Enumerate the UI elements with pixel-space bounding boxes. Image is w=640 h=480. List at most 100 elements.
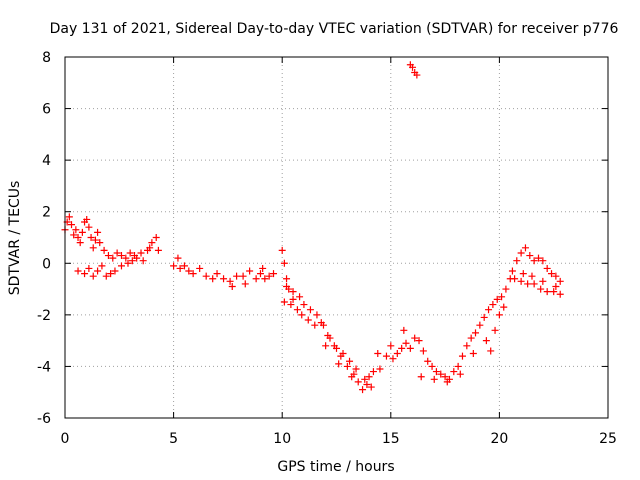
y-tick-label: -2 <box>37 308 51 324</box>
gridlines <box>65 57 608 418</box>
data-point <box>354 378 362 386</box>
data-points <box>61 61 564 394</box>
data-point <box>450 368 458 376</box>
data-point <box>413 71 421 79</box>
data-point <box>322 342 330 350</box>
data-point <box>74 267 82 275</box>
data-point <box>419 347 427 355</box>
data-point <box>365 373 373 381</box>
data-point <box>241 280 249 288</box>
data-point <box>487 347 495 355</box>
data-point <box>495 311 503 319</box>
data-point <box>209 275 217 283</box>
data-point <box>508 267 516 275</box>
data-point <box>265 272 273 280</box>
y-tick-label: -4 <box>37 359 51 375</box>
data-point <box>339 350 347 358</box>
data-point <box>367 383 375 391</box>
data-point <box>491 326 499 334</box>
data-point <box>489 301 497 309</box>
x-tick-labels: 0 5 10 15 20 25 <box>61 431 617 447</box>
data-point <box>424 357 432 365</box>
data-point <box>146 244 154 252</box>
data-point <box>398 344 406 352</box>
data-point <box>180 262 188 270</box>
data-point <box>443 378 451 386</box>
x-tick-label: 15 <box>382 431 400 447</box>
data-point <box>363 380 371 388</box>
data-point <box>126 249 134 257</box>
data-point <box>417 373 425 381</box>
data-point <box>270 270 278 278</box>
data-point <box>537 285 545 293</box>
data-point <box>493 295 501 303</box>
data-point <box>454 362 462 370</box>
data-point <box>556 277 564 285</box>
data-point <box>333 344 340 352</box>
data-point <box>519 270 527 278</box>
data-point <box>137 249 145 257</box>
data-point <box>283 282 291 290</box>
x-tick-label: 10 <box>273 431 291 447</box>
data-point <box>513 257 521 265</box>
data-point <box>94 267 102 275</box>
data-point <box>94 228 102 236</box>
y-tick-label: 2 <box>42 205 51 221</box>
x-tick-label: 5 <box>169 431 178 447</box>
data-point <box>548 270 556 278</box>
data-point <box>485 306 493 314</box>
data-point <box>469 350 477 358</box>
data-point <box>280 298 288 306</box>
data-point <box>393 350 401 358</box>
data-point <box>482 337 490 345</box>
data-point <box>170 262 178 270</box>
data-point <box>252 275 260 283</box>
plot-frame <box>64 56 609 419</box>
data-point <box>552 282 560 290</box>
data-point <box>556 290 564 298</box>
data-point <box>81 270 89 278</box>
data-point <box>311 321 319 329</box>
data-point <box>85 264 93 272</box>
data-point <box>174 254 182 262</box>
data-point <box>502 285 510 293</box>
data-point <box>498 293 506 301</box>
data-point <box>185 267 193 275</box>
data-point <box>543 288 551 296</box>
data-point <box>226 277 234 285</box>
data-point <box>233 272 241 280</box>
data-point <box>359 386 367 394</box>
data-point <box>352 365 360 373</box>
x-axis-label: GPS time / hours <box>277 459 394 475</box>
data-point <box>76 239 84 247</box>
data-point <box>456 370 464 378</box>
y-tick-label: 0 <box>42 256 51 272</box>
data-point <box>65 213 73 221</box>
data-point <box>304 316 312 324</box>
data-point <box>87 234 95 241</box>
data-point <box>100 246 108 254</box>
data-point <box>534 254 542 262</box>
data-point <box>406 344 414 352</box>
data-point <box>104 252 112 260</box>
data-point <box>463 342 471 350</box>
data-point <box>280 259 288 267</box>
data-point <box>428 362 436 370</box>
data-point <box>239 272 247 280</box>
data-point <box>400 326 408 334</box>
data-point <box>346 357 354 365</box>
data-point <box>376 365 384 373</box>
x-tick-label: 20 <box>490 431 508 447</box>
data-point <box>411 334 419 342</box>
data-point <box>89 272 97 280</box>
data-point <box>387 342 395 350</box>
data-point <box>313 311 321 319</box>
data-point <box>122 254 130 262</box>
x-tick-label: 0 <box>61 431 70 447</box>
data-point <box>117 262 125 270</box>
data-point <box>202 272 210 280</box>
data-point <box>293 306 301 314</box>
data-point <box>74 234 82 241</box>
data-point <box>539 257 547 265</box>
